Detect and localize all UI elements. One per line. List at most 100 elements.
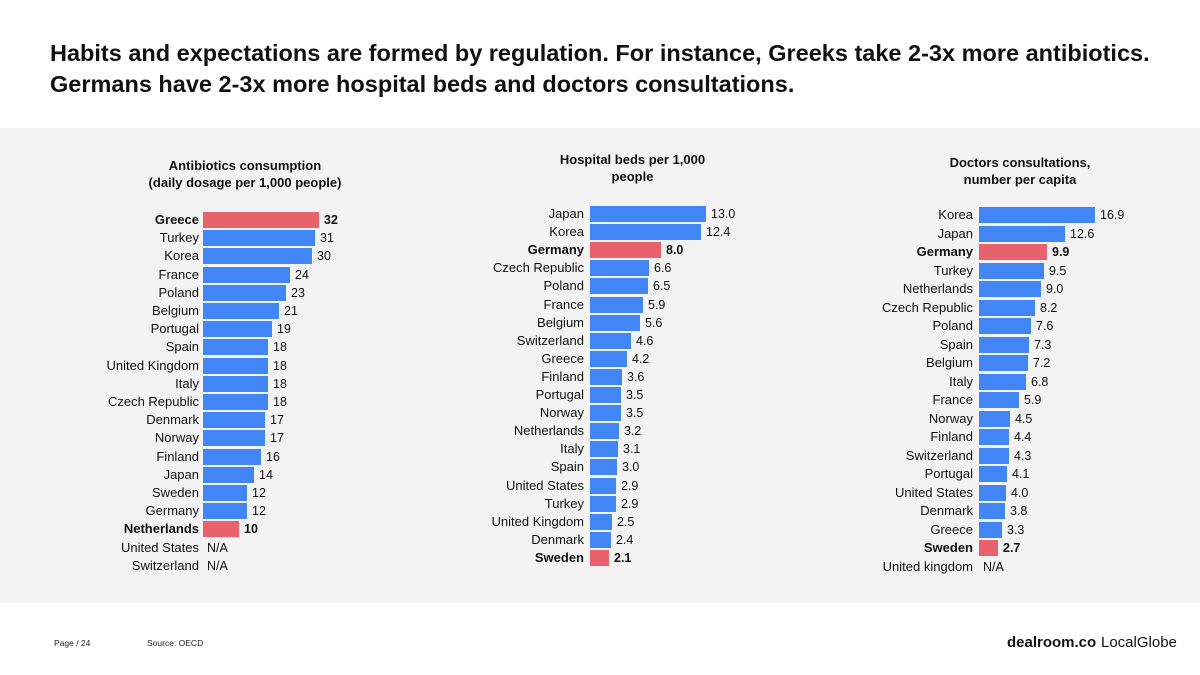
value-label: 7.2 [1033,356,1051,370]
bar-row: Greece 3.3 [830,521,1135,539]
value-label: 2.1 [614,550,632,565]
value-label: 17 [270,413,284,428]
dealroom-logo[interactable]: dealroom.co [1007,634,1097,651]
value-label: 7.3 [1034,337,1052,352]
bar-row: Korea 16.9 [830,206,1135,224]
bar-row: Finland 4.4 [830,428,1135,446]
bar [590,423,619,440]
value-label: N/A [207,558,228,573]
bar [203,212,319,228]
category-label: France [158,266,199,282]
bar [979,503,1005,519]
value-label: 8.0 [666,243,684,258]
value-label: 14 [259,467,273,482]
bar-row: Switzerland N/A [60,557,359,575]
value-label: 16 [266,449,280,464]
bar [590,477,616,494]
category-label: Norway [154,430,199,446]
bar [203,375,268,392]
bar [203,339,268,356]
category-label: Japan [548,206,584,221]
category-label: Denmark [146,412,199,428]
value-label: 4.2 [632,351,650,366]
value-label: N/A [983,559,1004,574]
bar-row: France 5.9 [460,296,746,314]
bar [590,296,643,313]
bar-row: Turkey 31 [60,229,359,247]
bar [979,318,1031,334]
bar-row: Norway 4.5 [830,410,1135,428]
bar [979,540,998,556]
category-label: Belgium [152,303,199,318]
bar-row: Italy 18 [60,375,359,393]
value-label: 9.0 [1046,282,1064,296]
bar-row: United kingdom N/A [830,558,1135,576]
value-label: 8.2 [1040,300,1058,315]
category-label: Turkey [544,495,584,511]
bar-row: United States 2.9 [460,477,746,495]
category-label: Poland [932,318,973,333]
bar-row: United States 4.0 [830,484,1135,502]
bar [979,281,1041,297]
bar [203,303,279,319]
bar [979,373,1026,390]
chart-title: Hospital beds per 1,000 people [559,152,706,184]
category-label: United States [894,484,973,500]
bar [979,429,1009,445]
bar-row: Belgium 21 [60,302,359,320]
bar-row: Portugal 3.5 [460,386,746,404]
bar-row: Belgium 7.2 [830,354,1135,372]
bar-row: France 24 [60,266,359,284]
value-label: 9.9 [1052,245,1070,259]
category-label: Norway [928,410,973,426]
value-label: 31 [320,231,334,246]
category-label: Czech Republic [881,299,973,315]
bar [590,224,701,241]
category-label: United States [120,539,199,555]
bar [203,503,247,520]
bar [590,495,616,512]
value-label: 3.0 [622,460,640,475]
hospital-beds-chart: Hospital beds per 1,000 people Japan 13.0 Ko… [460,151,780,582]
bar [590,368,622,385]
value-label: 21 [284,304,298,318]
value-label: 23 [291,285,305,300]
bar-row: Portugal 4.1 [830,465,1135,483]
value-label: 3.5 [626,388,644,402]
value-label: 9.5 [1049,263,1067,278]
value-label: 17 [270,431,284,446]
category-label: Japan [163,466,199,482]
value-label: 6.5 [653,279,671,294]
value-label: 4.1 [1012,467,1030,481]
bar [590,459,617,476]
value-label: 4.0 [1011,485,1029,500]
bar [590,387,621,403]
bar [203,412,265,429]
value-label: 5.6 [645,315,663,330]
bar-row: Poland 23 [60,284,359,302]
category-label: Denmark [920,503,973,518]
bar-row: Belgium 5.6 [460,314,746,332]
category-label: Poland [158,284,199,300]
bar-row: Norway 3.5 [460,404,746,422]
value-label: 3.8 [1010,504,1028,518]
bar [590,206,706,222]
bar-row: Germany 8.0 [460,241,746,259]
value-label: 2.9 [621,496,639,511]
category-label: Netherlands [513,423,584,439]
category-label: Belgium [537,314,584,330]
value-label: 16.9 [1100,208,1125,222]
bar-row: Greece 32 [60,211,359,229]
value-label: 24 [295,267,309,282]
value-label: 18 [273,358,287,373]
category-label: Portugal [150,321,199,337]
bar-row: United Kingdom 2.5 [460,513,746,531]
value-label: 4.3 [1014,448,1032,463]
localglobe-logo[interactable]: LocalGlobe [1101,634,1177,651]
value-label: 4.4 [1014,430,1032,444]
bar-row: Korea 30 [60,247,359,265]
value-label: 19 [277,322,291,337]
category-label: Czech Republic [492,260,584,276]
category-label: Korea [938,207,973,222]
category-label: Italy [560,441,584,457]
